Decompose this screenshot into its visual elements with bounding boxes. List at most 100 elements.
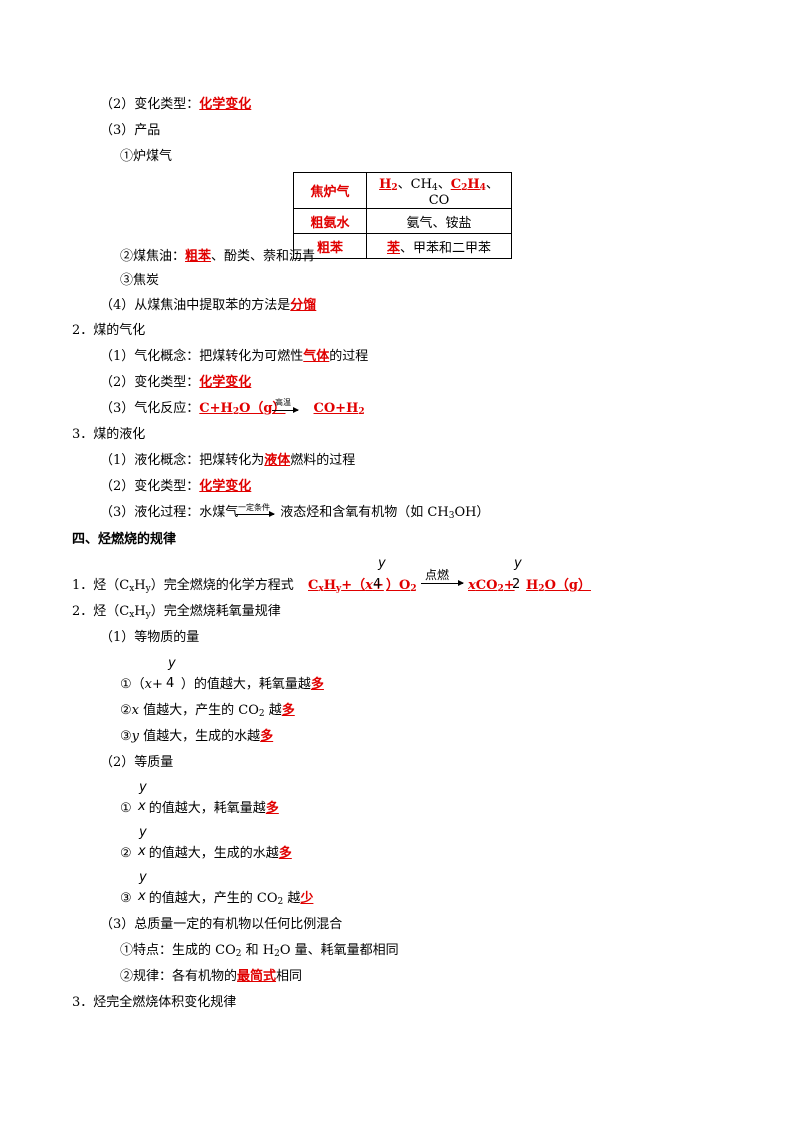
rest2: OH） [454,505,490,520]
line-mixture: （3）总质量一定的有机物以任何比例混合 [100,917,343,932]
table-key: 焦炉气 [293,172,367,209]
line-p2-i3: ③ 的值越大，产生的 CO2 越少 [120,890,313,911]
label: （2）变化类型： [100,375,200,390]
co: 、CO [428,177,499,208]
label: （2）变化类型： [100,479,200,494]
x: x [144,677,152,692]
label: （1）气化概念：把煤转化为可燃性 [100,349,304,364]
rhs: CO+H [313,401,359,416]
sub: x [129,610,135,620]
frac-den-x: x [138,799,146,814]
t: ① [120,801,132,816]
label: （3）气化反应： [100,401,200,416]
frac-den-4: 4 [373,577,382,592]
h2: H [379,177,392,192]
gas-equation: C+H2O（g） [199,401,285,417]
t: ）的值越大，耗氧量越 [180,677,311,692]
line-p1-i2: ②x 值越大，产生的 CO2 越多 [120,702,295,723]
line-p3-i1: ①特点：生成的 CO2 和 H2O 量、耗氧量都相同 [120,942,399,963]
line-gas-reaction: （3）气化反应：C+H2O（g） CO+H 2 [100,400,365,421]
line-gas-type: （2）变化类型：化学变化 [100,374,251,392]
sub: 2 [232,407,240,417]
t: +（ [341,578,366,593]
frac-num-y: y [514,556,522,571]
label: （2）变化类型： [100,97,200,112]
answer: 多 [260,729,274,744]
t: H [526,578,539,593]
lhs: C+H [199,401,233,416]
frac-den-4: 4 [166,676,175,691]
t: 1．烃（C [72,578,130,593]
line-equal-mass: （2）等质量 [100,755,174,770]
answer: 多 [281,703,295,718]
t: ③ [120,729,132,744]
sub: 4 [479,183,486,193]
answer: 多 [265,801,279,816]
frac-den-x: x [138,889,146,904]
x: x [131,703,139,718]
t: 值越大，生成的水越 [139,729,261,744]
eq-co2: xCO2+ [468,577,515,598]
line-p3-i2: ②规律：各有机物的最简式相同 [120,968,302,986]
line-p2-i1: ① 的值越大，耗氧量越多 [120,800,279,818]
heading-gasification: 2．煤的气化 [72,323,146,338]
t: ）完全燃烧的化学方程式 [150,578,294,593]
frac-num-y: y [139,825,147,840]
line-p1-i3: ③y 值越大，生成的水越多 [120,728,273,746]
t: H [323,578,337,593]
answer: 化学变化 [199,375,252,390]
table-row: 焦炉气 H2、CH4、C2H4、CO [293,172,512,209]
reaction-arrow [272,407,299,413]
answer: 多 [310,677,324,692]
line-extract-benzene: （4）从煤焦油中提取苯的方法是分馏 [100,297,316,315]
label: （3）液化过程：水煤气 [100,505,239,520]
sub: 2 [391,183,398,193]
sub: y [336,584,342,594]
sub: 2 [497,584,504,594]
line-equal-moles: （1）等物质的量 [100,630,200,645]
t: ③ [120,891,132,906]
line-coke-oven-gas: ①炉煤气 [120,149,173,164]
t: 越 [283,891,301,906]
t: H [134,578,146,593]
products-table: 焦炉气 H2、CH4、C2H4、CO 粗氨水 氨气、铵盐 粗苯 苯、甲苯和二甲苯 [293,172,512,259]
frac-num-y: y [139,780,147,795]
t: 和 H [241,943,275,958]
line-coal-tar: ②煤焦油：粗苯、酚类、萘和沥青 [120,248,315,266]
line-p2-i2: ② 的值越大，生成的水越多 [120,845,292,863]
heading-liquefaction: 3．煤的液化 [72,427,146,442]
rest: 液态烃和含氧有机物（如 CH [280,505,449,520]
plus: + [503,578,515,593]
t: C [308,578,319,593]
t: 越 [264,703,282,718]
line-liq-process: （3）液化过程：水煤气 液态烃和含氧有机物（如 CH3OH） [100,504,489,525]
sub: 2 [538,584,545,594]
eq-h2o: H2O（g） [526,577,591,598]
sub: x [129,584,135,594]
sub: 3 [448,511,455,521]
t: 的值越大，耗氧量越 [144,801,266,816]
table-key: 粗氨水 [293,208,367,234]
frac-num-y: y [378,556,386,571]
reaction-arrow [421,580,464,586]
table-value: H2、CH4、C2H4、CO [366,172,512,209]
line-products: （3）产品 [100,123,161,138]
table-value: 氨气、铵盐 [366,208,512,234]
table-row: 粗氨水 氨气、铵盐 [293,208,512,234]
sub: 2 [277,897,284,907]
plus: + [152,677,163,692]
h: H [467,177,480,192]
sub: 2 [410,584,417,594]
t: ①特点：生成的 CO [120,943,236,958]
answer: 多 [278,846,292,861]
t: 值越大，产生的 CO [139,703,259,718]
sub: y [145,584,151,594]
label: ②煤焦油： [120,249,186,264]
line-oxygen-rule: 2．烃（CxHy）完全燃烧耗氧量规律 [72,603,281,624]
answer: 粗苯 [185,249,212,264]
plus: + [372,578,384,593]
rest: 的过程 [329,349,369,364]
frac-num-y: y [168,656,176,671]
answer: 少 [300,891,314,906]
sub: 2 [274,949,280,959]
